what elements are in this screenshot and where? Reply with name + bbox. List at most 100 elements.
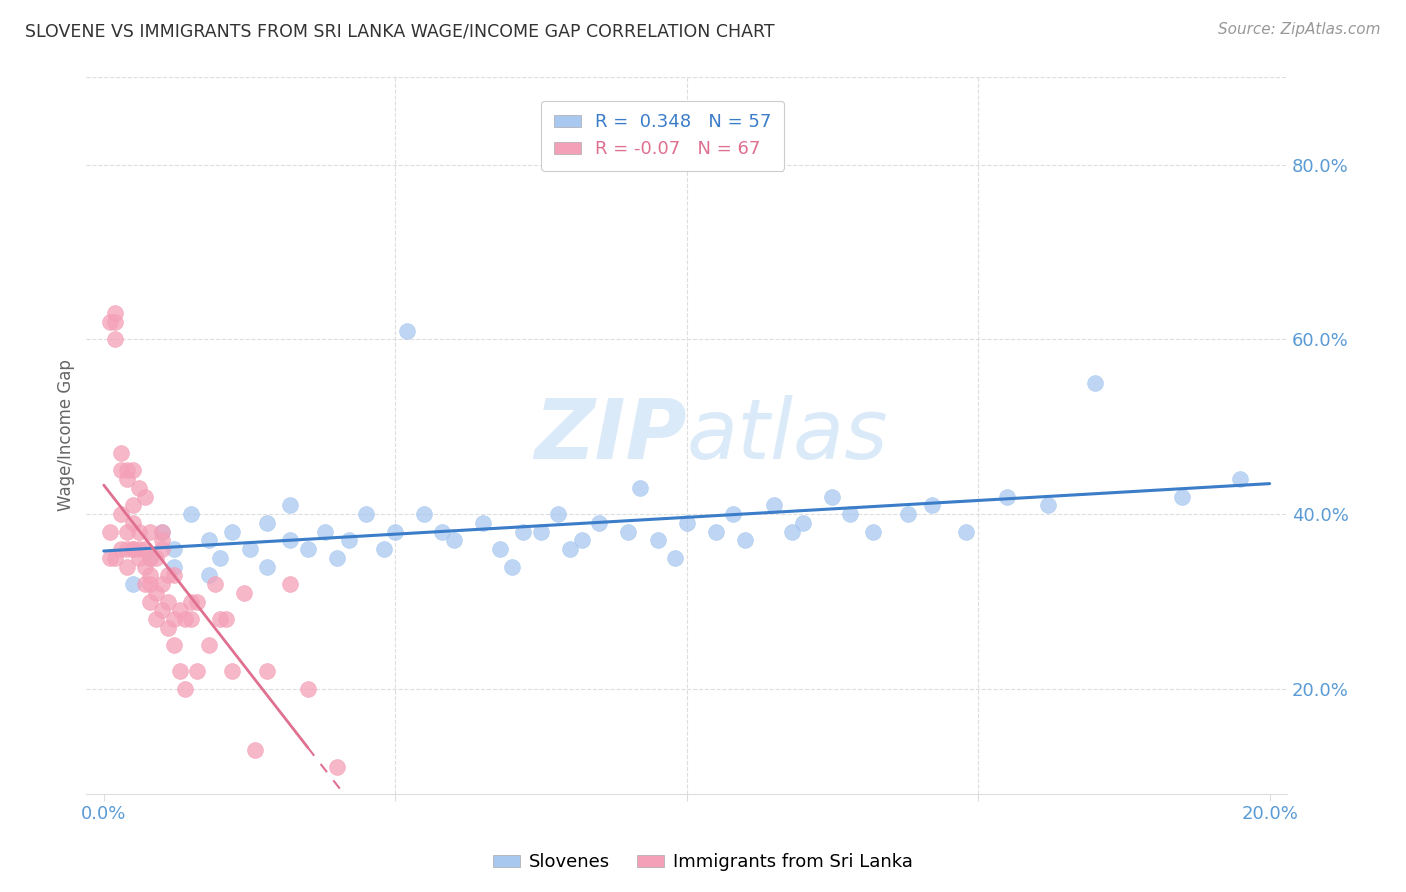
Point: [278, 499, 301, 513]
Point: [373, 542, 395, 557]
Point: [104, 550, 127, 565]
Point: [163, 559, 186, 574]
Point: [98, 315, 121, 329]
Point: [145, 550, 167, 565]
Point: [647, 533, 669, 548]
Point: [156, 594, 179, 608]
Point: [221, 665, 243, 679]
Point: [115, 524, 138, 539]
Point: [384, 524, 406, 539]
Point: [104, 333, 127, 347]
Point: [489, 542, 512, 557]
Point: [197, 638, 219, 652]
Point: [238, 542, 260, 557]
Point: [150, 524, 173, 539]
Point: [675, 516, 697, 530]
Point: [215, 612, 238, 626]
Point: [139, 524, 162, 539]
Point: [180, 507, 202, 521]
Point: [558, 542, 581, 557]
Point: [278, 577, 301, 591]
Point: [723, 507, 745, 521]
Point: [704, 524, 727, 539]
Point: [110, 463, 132, 477]
Point: [180, 594, 202, 608]
Point: [134, 577, 156, 591]
Point: [1171, 490, 1194, 504]
Point: [128, 542, 150, 557]
Point: [163, 612, 186, 626]
Legend: Slovenes, Immigrants from Sri Lanka: Slovenes, Immigrants from Sri Lanka: [485, 847, 921, 879]
Point: [209, 612, 232, 626]
Point: [897, 507, 920, 521]
Point: [297, 542, 319, 557]
Point: [128, 481, 150, 495]
Point: [1084, 376, 1107, 391]
Point: [197, 568, 219, 582]
Point: [1036, 499, 1059, 513]
Point: [115, 472, 138, 486]
Point: [664, 550, 686, 565]
Point: [139, 577, 162, 591]
Point: [571, 533, 593, 548]
Point: [122, 499, 145, 513]
Point: [186, 594, 208, 608]
Point: [588, 516, 610, 530]
Point: [115, 559, 138, 574]
Point: [128, 550, 150, 565]
Point: [122, 542, 145, 557]
Point: [110, 542, 132, 557]
Point: [134, 542, 156, 557]
Point: [110, 507, 132, 521]
Point: [145, 612, 167, 626]
Point: [617, 524, 640, 539]
Point: [163, 568, 186, 582]
Text: Source: ZipAtlas.com: Source: ZipAtlas.com: [1218, 22, 1381, 37]
Point: [122, 463, 145, 477]
Point: [337, 533, 360, 548]
Point: [763, 499, 786, 513]
Point: [245, 743, 267, 757]
Point: [156, 568, 179, 582]
Point: [547, 507, 569, 521]
Point: [256, 516, 278, 530]
Point: [139, 550, 162, 565]
Point: [145, 586, 167, 600]
Point: [256, 665, 278, 679]
Point: [395, 324, 418, 338]
Point: [139, 550, 162, 565]
Text: SLOVENE VS IMMIGRANTS FROM SRI LANKA WAGE/INCOME GAP CORRELATION CHART: SLOVENE VS IMMIGRANTS FROM SRI LANKA WAG…: [25, 22, 775, 40]
Point: [443, 533, 465, 548]
Point: [115, 542, 138, 557]
Point: [104, 306, 127, 320]
Point: [995, 490, 1018, 504]
Text: atlas: atlas: [686, 395, 889, 476]
Point: [122, 516, 145, 530]
Point: [430, 524, 453, 539]
Point: [128, 524, 150, 539]
Point: [150, 533, 173, 548]
Point: [150, 603, 173, 617]
Point: [163, 638, 186, 652]
Point: [1229, 472, 1251, 486]
Point: [471, 516, 494, 530]
Point: [955, 524, 977, 539]
Point: [197, 533, 219, 548]
Point: [821, 490, 844, 504]
Point: [98, 524, 121, 539]
Point: [326, 550, 349, 565]
Point: [139, 568, 162, 582]
Point: [314, 524, 336, 539]
Point: [150, 524, 173, 539]
Point: [512, 524, 534, 539]
Point: [501, 559, 523, 574]
Point: [278, 533, 301, 548]
Point: [180, 612, 202, 626]
Point: [139, 594, 162, 608]
Point: [862, 524, 884, 539]
Point: [628, 481, 651, 495]
Point: [232, 586, 254, 600]
Point: [169, 665, 191, 679]
Point: [110, 446, 132, 460]
Point: [186, 665, 208, 679]
